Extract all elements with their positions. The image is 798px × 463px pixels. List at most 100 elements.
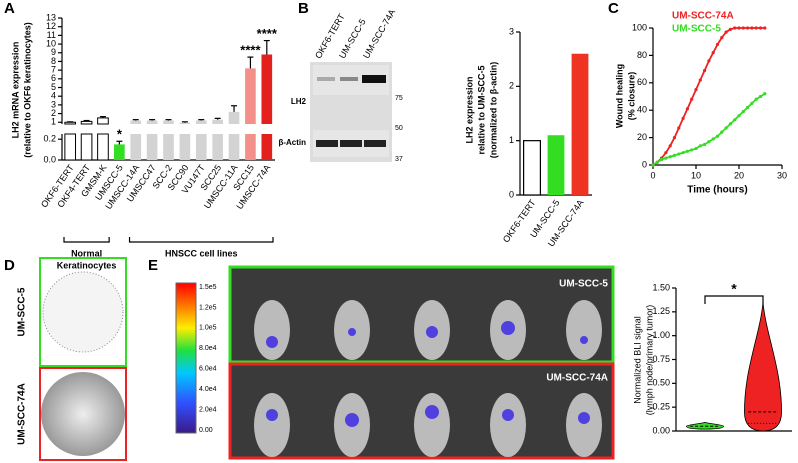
bar [146, 120, 158, 124]
bar [179, 134, 191, 160]
y-tick-label: 60 [637, 77, 647, 87]
point [711, 51, 715, 55]
signal [266, 321, 590, 427]
y-axis-label: Normalized BLI signal [632, 316, 642, 404]
colorbar [175, 282, 197, 434]
point [724, 30, 728, 34]
well-image [42, 271, 124, 353]
point [720, 35, 724, 40]
y-axis-label: (lymph node/primary tumor) [644, 305, 654, 416]
row-label: LH2 [291, 97, 307, 106]
colorbar-label: 1.5e5 [199, 284, 217, 291]
violin-body [686, 421, 724, 430]
point [685, 149, 690, 153]
y-tick-label: 100 [632, 22, 647, 32]
y-axis-label: Wound healing [614, 64, 624, 128]
bar [212, 119, 223, 124]
y-tick-label: 11 [47, 30, 56, 40]
band [362, 75, 386, 83]
significance: **** [257, 26, 278, 41]
point [668, 155, 672, 159]
point [685, 107, 690, 111]
row-label: β-Actin [278, 138, 306, 147]
band [316, 140, 338, 147]
y-tick-label: 0.2 [43, 134, 56, 144]
bar [195, 120, 207, 124]
y-tick-label: 6 [51, 73, 56, 83]
bar [571, 53, 589, 195]
x-tick-label: 0 [650, 170, 655, 180]
mice [254, 300, 602, 457]
y-tick-label: 0.75 [652, 354, 670, 364]
y-tick-label: 12 [46, 21, 56, 31]
point [724, 126, 728, 130]
y-tick-label: 1 [51, 117, 56, 127]
point [694, 146, 698, 151]
bar [522, 140, 541, 196]
point [711, 137, 715, 141]
point [750, 101, 754, 105]
point [758, 26, 763, 30]
point [698, 78, 702, 82]
y-axis-label: (% closure) [626, 72, 636, 121]
legend-label: UM-SCC-74A [672, 11, 734, 22]
point [681, 116, 685, 121]
x-tick-label: 10 [691, 170, 701, 180]
lane-label: UM-SCC-74A [361, 8, 397, 61]
point [754, 26, 758, 30]
bar [261, 54, 273, 124]
point [694, 88, 698, 92]
panel-label: B [298, 0, 309, 17]
y-tick-label: 2 [51, 108, 56, 118]
well-label: UM-SCC-74A [17, 383, 28, 445]
point [728, 27, 733, 31]
point [763, 92, 767, 96]
point [703, 68, 707, 73]
bar [245, 134, 256, 160]
bar [97, 117, 109, 125]
y-tick-label: 5 [51, 82, 56, 92]
x-tick-label: 30 [777, 170, 787, 180]
well-image [41, 372, 125, 456]
band [340, 77, 358, 81]
band [364, 140, 386, 147]
y-tick-label: 13 [46, 12, 56, 22]
point [741, 109, 745, 114]
y-tick-label: 0.00 [652, 425, 670, 435]
y-tick-label: 80 [637, 50, 647, 60]
point [668, 144, 672, 148]
y-tick-label: 0 [509, 189, 514, 199]
bar [228, 134, 240, 160]
y-tick-label: 8 [51, 56, 56, 66]
colorbar-label: 6.0e4 [199, 366, 217, 373]
series-line [652, 93, 766, 166]
panel-label: E [148, 257, 158, 274]
group-bracket [128, 237, 274, 243]
point [746, 26, 750, 30]
colorbar-label: 1.2e5 [199, 304, 217, 311]
significance: **** [240, 43, 261, 58]
y-tick-label: 40 [637, 105, 647, 115]
y-tick-label: 1.50 [652, 282, 670, 292]
y-tick-label: 0 [642, 159, 647, 169]
y-axis-label: LH2 mRNA expression [10, 42, 20, 139]
marker-label: 50 [395, 125, 403, 132]
colorbar-label: 0.00 [199, 427, 213, 434]
point [737, 26, 741, 30]
bar [64, 121, 77, 125]
point [741, 26, 745, 30]
point [763, 26, 767, 30]
group-label: HNSCC cell lines [165, 248, 238, 258]
y-tick-label: 3 [51, 99, 56, 109]
marker-label: 75 [395, 95, 403, 102]
bar [80, 133, 93, 161]
bar [80, 120, 93, 125]
y-axis-label: (relative to OKF6 keratinocytes) [22, 22, 32, 158]
bar [97, 133, 109, 161]
point [677, 126, 681, 130]
y-tick-label: 20 [637, 132, 647, 142]
x-tick-label: 20 [734, 170, 744, 180]
bar [163, 120, 174, 124]
marker-label: 37 [395, 156, 403, 163]
y-tick-label: 1.00 [652, 330, 670, 340]
